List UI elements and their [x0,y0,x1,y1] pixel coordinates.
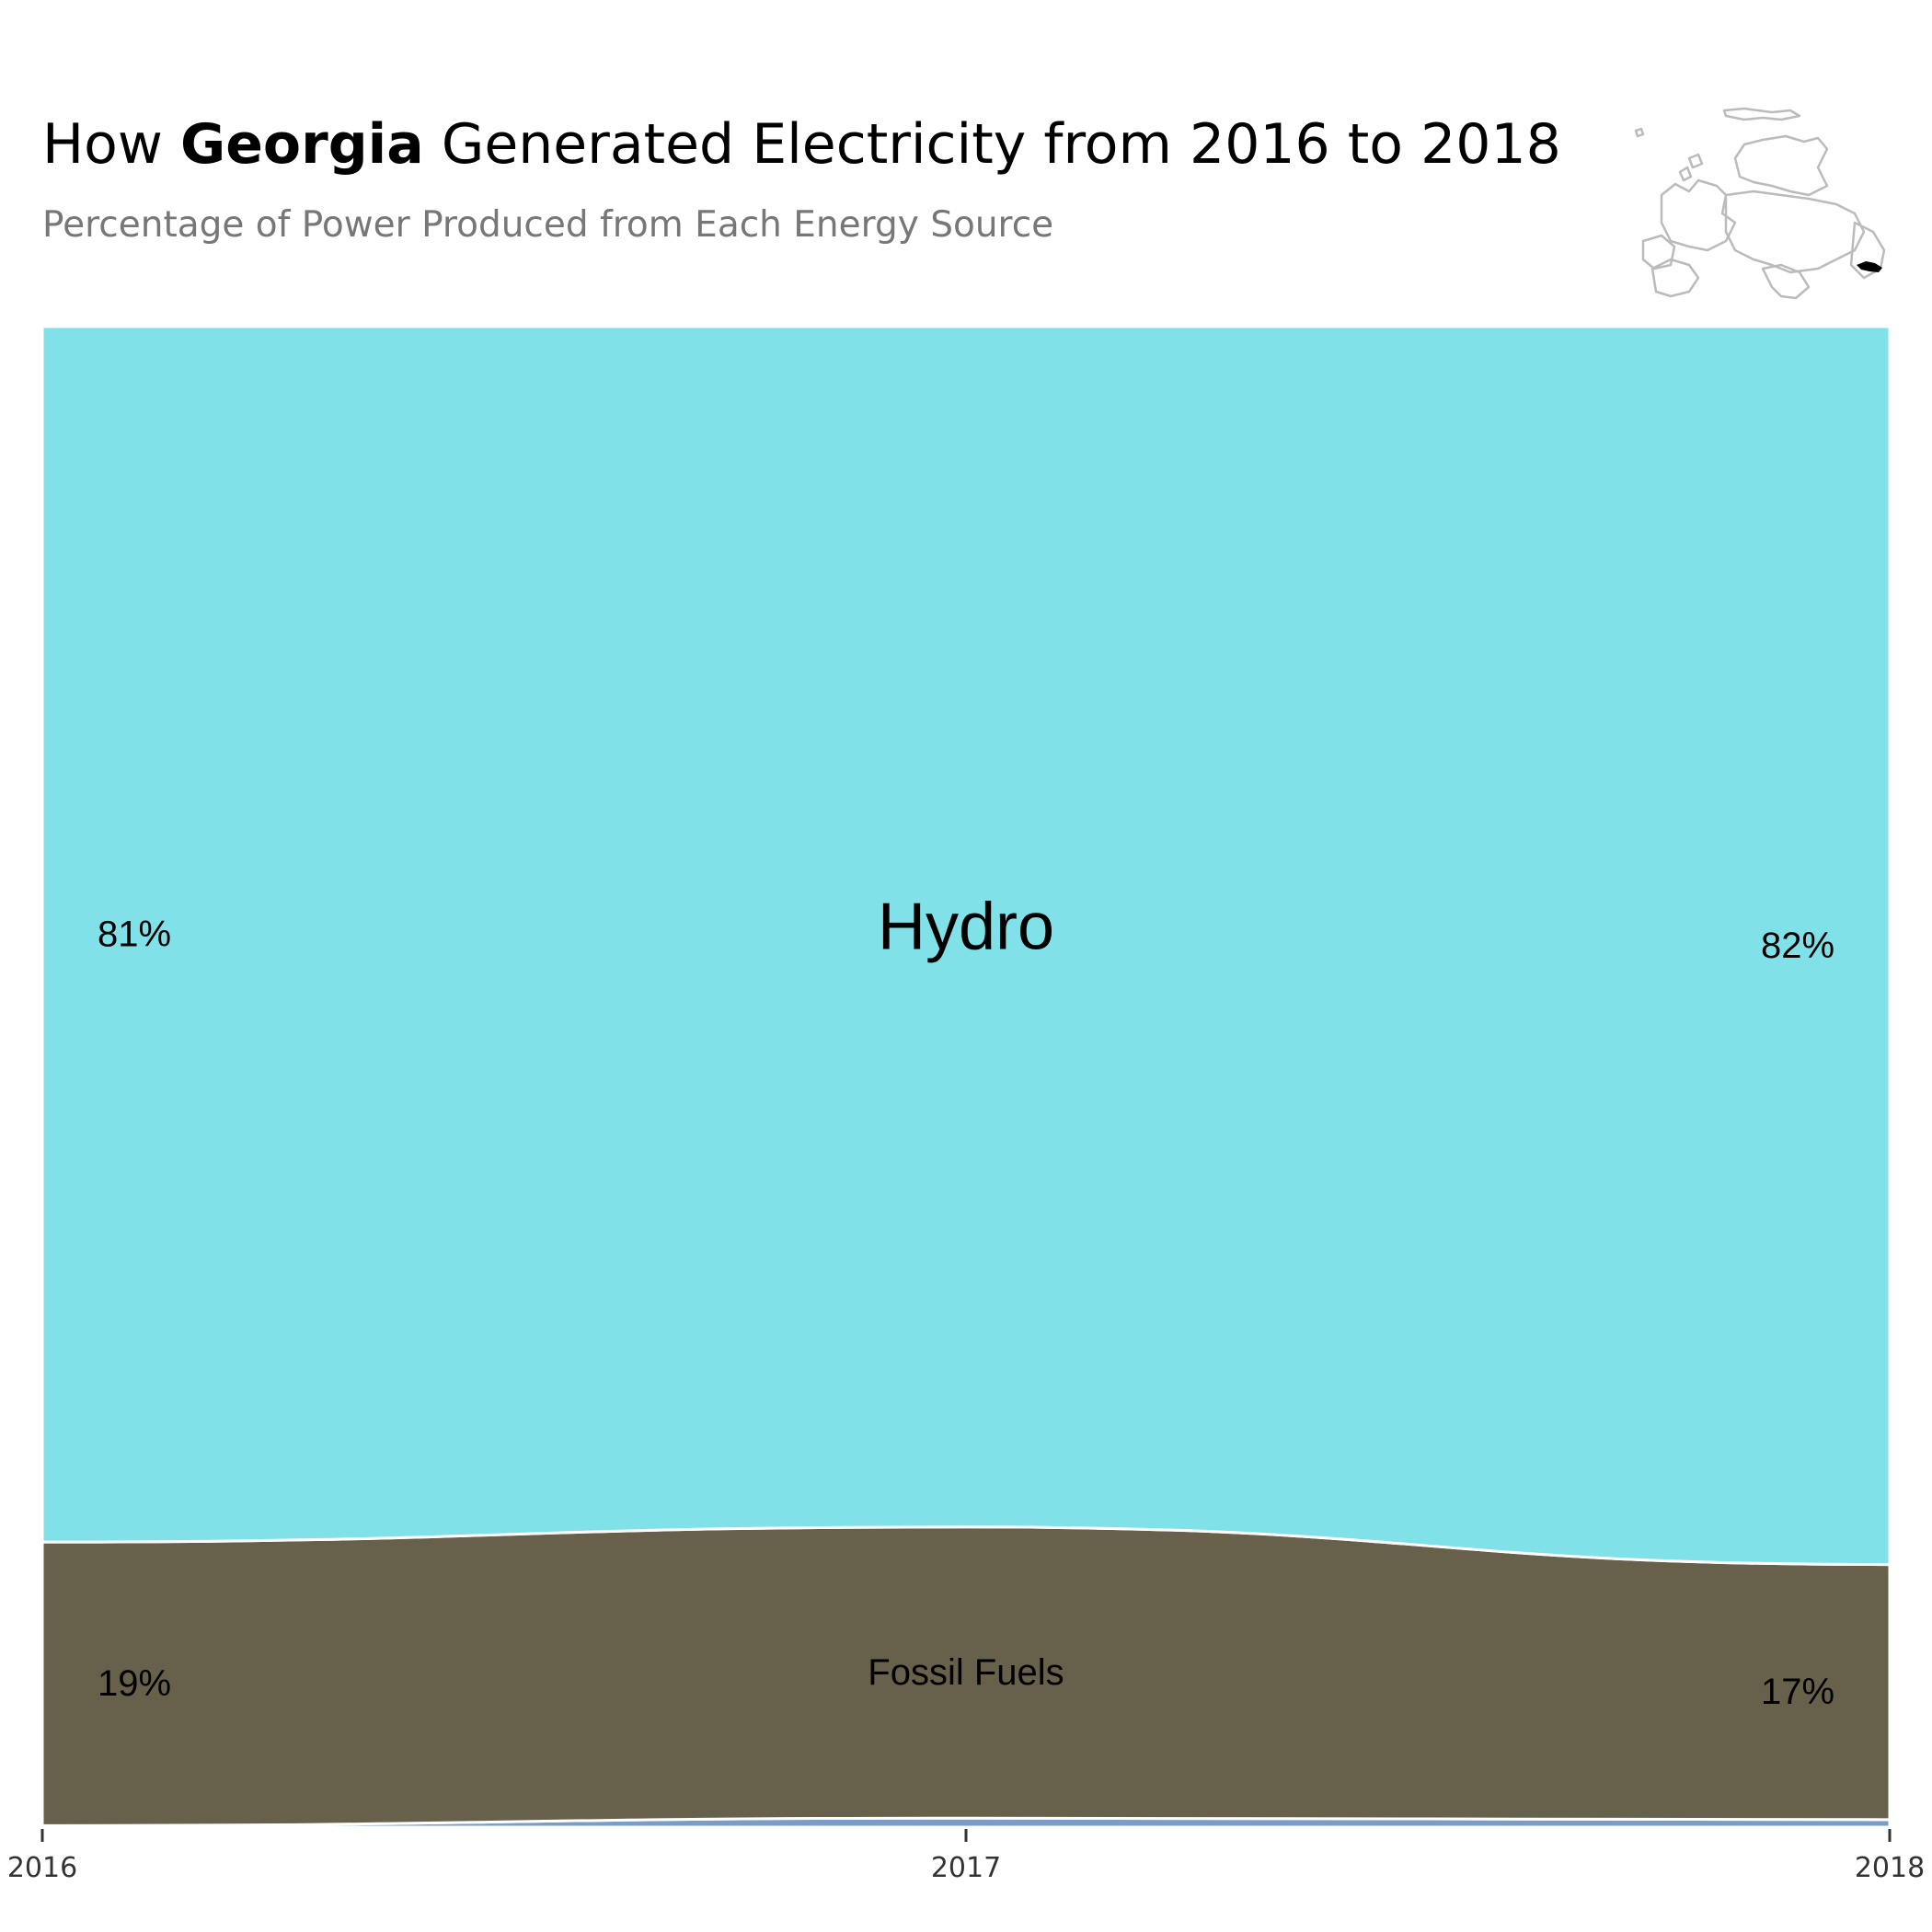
area-hydro [40,325,1892,1567]
map-highlight-georgia [1857,261,1882,272]
title-country: Georgia [179,112,424,177]
title-prefix: How [42,112,180,177]
map-outline-west [1660,178,1737,252]
x-tick-label-2016: 2016 [7,1852,77,1884]
map-outline-north [1733,134,1829,197]
end-label-fossil-fuels-2016: 19% [98,1663,171,1704]
title-suffix: Generated Electricity from 2016 to 2018 [423,112,1561,177]
series-label-fossil-fuels: Fossil Fuels [868,1652,1064,1693]
map-outline-balkans [1761,263,1811,300]
x-axis: 2016 2017 2018 [7,1829,1925,1884]
end-label-hydro-2016: 81% [98,914,171,955]
chart-title: How Georgia Generated Electricity from 2… [42,112,1561,177]
map-outline-iberia [1641,234,1676,270]
map-outline-south [1650,258,1700,298]
area-layer [40,325,1892,1829]
europe-inset-map [1634,107,1886,300]
map-outline-central [1724,190,1866,274]
x-tick-label-2018: 2018 [1855,1852,1925,1884]
series-label-layer: Hydro Fossil Fuels [868,890,1064,1693]
end-label-fossil-fuels-2018: 17% [1761,1672,1834,1712]
end-label-layer: 81% 82% 19% 17% [98,914,1834,1713]
end-label-hydro-2018: 82% [1761,926,1834,966]
x-tick-label-2017: 2017 [931,1852,1001,1884]
map-outline-scandinavia [1722,107,1801,121]
series-label-hydro: Hydro [878,890,1054,963]
map-outline-islands [1634,127,1704,182]
chart-subtitle: Percentage of Power Produced from Each E… [42,204,1054,246]
